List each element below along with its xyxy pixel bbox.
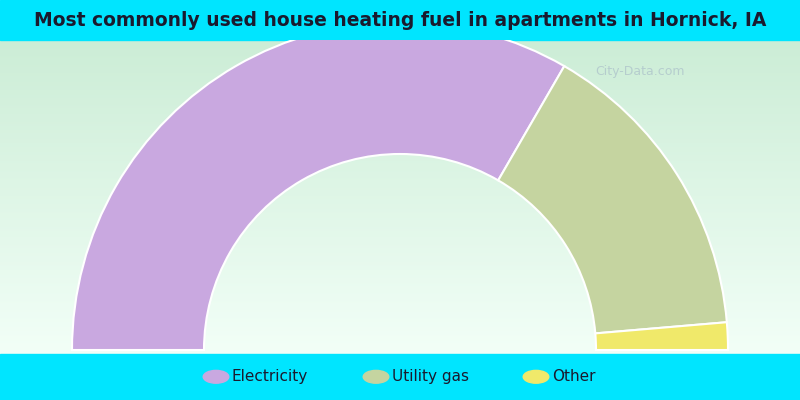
Bar	[0, 354, 800, 400]
Text: Most commonly used house heating fuel in apartments in Hornick, IA: Most commonly used house heating fuel in…	[34, 10, 766, 30]
Text: Other: Other	[552, 369, 595, 384]
Text: City-Data.com: City-Data.com	[595, 66, 685, 78]
Circle shape	[203, 370, 229, 383]
Bar	[0, 0, 800, 40]
Wedge shape	[498, 66, 727, 333]
Text: Utility gas: Utility gas	[392, 369, 469, 384]
Circle shape	[523, 370, 549, 383]
Text: Electricity: Electricity	[232, 369, 308, 384]
Wedge shape	[595, 322, 728, 350]
Wedge shape	[72, 22, 564, 350]
Circle shape	[363, 370, 389, 383]
